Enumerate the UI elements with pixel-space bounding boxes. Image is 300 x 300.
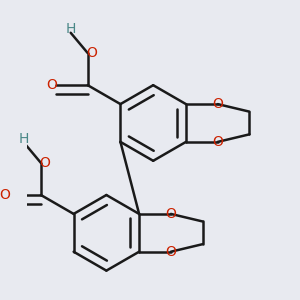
Text: O: O xyxy=(86,46,97,60)
Text: O: O xyxy=(165,245,176,259)
Text: O: O xyxy=(39,156,50,170)
Text: O: O xyxy=(165,207,176,221)
Text: O: O xyxy=(212,135,223,149)
Text: O: O xyxy=(0,188,11,202)
Text: O: O xyxy=(46,78,57,92)
Text: O: O xyxy=(212,97,223,111)
Text: H: H xyxy=(65,22,76,36)
Text: H: H xyxy=(19,132,29,146)
